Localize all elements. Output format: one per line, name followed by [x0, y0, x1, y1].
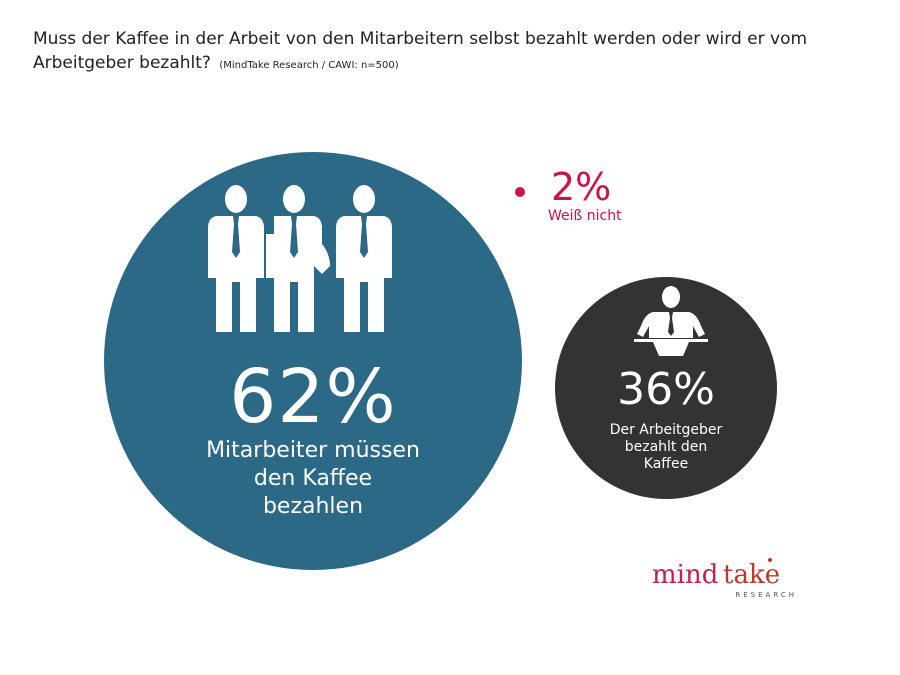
label-line: Kaffee: [643, 456, 689, 472]
logo-take: take: [723, 560, 780, 590]
label-line: Der Arbeitgeber: [609, 422, 723, 438]
label-line: Mitarbeiter müssen: [206, 438, 420, 463]
value-employees-pay: 62%: [229, 354, 397, 440]
bubble-employees-pay: 62% Mitarbeiter müssen den Kaffee bezahl…: [104, 152, 522, 570]
chart-title-text: Muss der Kaffee in der Arbeit von den Mi…: [33, 29, 808, 73]
bubble-employer-pays: 36% Der Arbeitgeber bezahlt den Kaffee: [555, 277, 777, 499]
logo-tagline: RESEARCH: [735, 591, 797, 599]
dont-know-dot: [515, 187, 525, 197]
chart-title: Muss der Kaffee in der Arbeit von den Mi…: [33, 27, 853, 78]
label-employees-pay: Mitarbeiter müssen den Kaffee bezahlen: [104, 437, 522, 521]
label-line: den Kaffee: [253, 466, 373, 491]
three-businessmen-icon: [208, 185, 392, 332]
label-dont-know: Weiß nicht: [548, 208, 622, 224]
logo-mind: mind: [652, 560, 718, 590]
value-dont-know: 2%: [551, 165, 612, 209]
mindtake-logo: mind take RESEARCH: [652, 558, 797, 599]
label-line: bezahlt den: [624, 439, 708, 455]
label-line: bezahlen: [262, 494, 364, 519]
label-employer-pays: Der Arbeitgeber bezahlt den Kaffee: [555, 422, 777, 473]
value-employer-pays: 36%: [617, 364, 715, 415]
chart-source: (MindTake Research / CAWI: n=500): [219, 60, 399, 71]
boss-at-desk-icon: [634, 286, 708, 356]
